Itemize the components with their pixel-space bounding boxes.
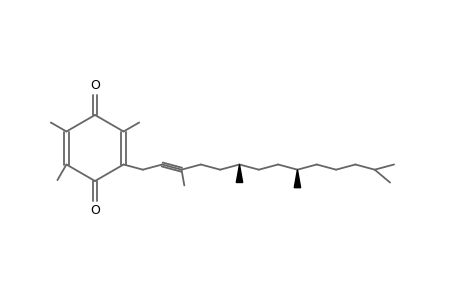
Text: O: O <box>90 79 100 92</box>
Text: O: O <box>90 204 100 217</box>
Polygon shape <box>236 164 242 182</box>
Polygon shape <box>294 170 300 188</box>
